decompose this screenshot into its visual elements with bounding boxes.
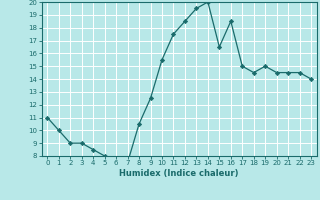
X-axis label: Humidex (Indice chaleur): Humidex (Indice chaleur) — [119, 169, 239, 178]
